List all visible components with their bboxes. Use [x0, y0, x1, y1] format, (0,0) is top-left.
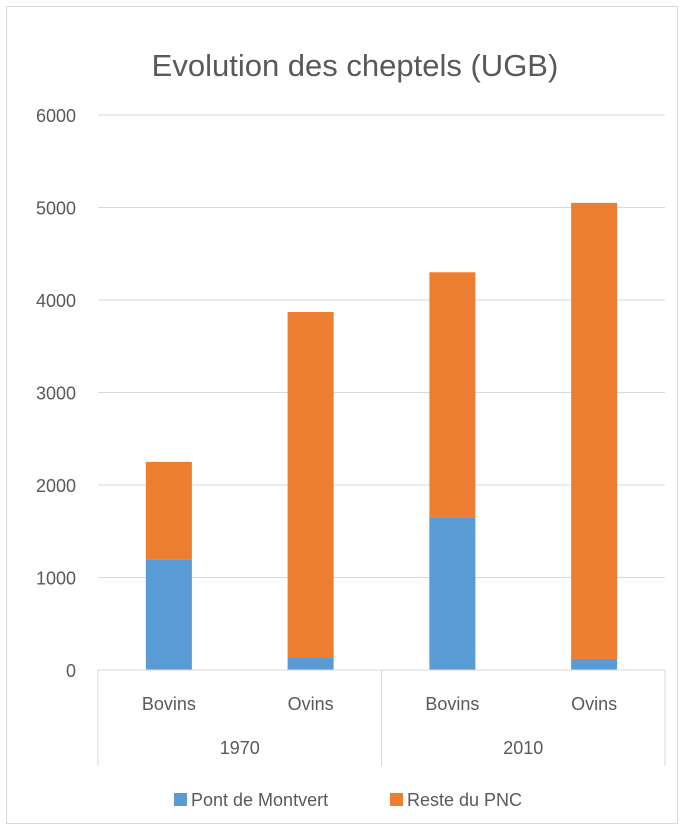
y-tick-label: 2000	[36, 476, 76, 496]
bar-segment-reste-du-pnc	[429, 272, 476, 518]
bars	[145, 202, 618, 670]
y-tick-label: 1000	[36, 569, 76, 589]
chart-title: Evolution des cheptels (UGB)	[152, 48, 559, 83]
x-category-label: Bovins	[142, 694, 196, 714]
x-group-label: 1970	[220, 738, 260, 758]
bar-segment-pont-de-montvert	[145, 559, 192, 670]
bar-segment-reste-du-pnc	[571, 202, 618, 659]
bar-segment-reste-du-pnc	[145, 461, 192, 560]
y-axis-tick-labels: 0 1000 2000 3000 4000 5000 6000	[36, 106, 76, 681]
bar-segment-pont-de-montvert	[287, 657, 334, 670]
bar-segment-reste-du-pnc	[287, 312, 334, 658]
x-group-label: 2010	[503, 738, 543, 758]
bar-segment-pont-de-montvert	[571, 658, 618, 670]
bar-segment-pont-de-montvert	[429, 517, 476, 670]
legend: Pont de Montvert Reste du PNC	[174, 790, 522, 810]
y-tick-label: 6000	[36, 106, 76, 126]
legend-label: Pont de Montvert	[191, 790, 328, 810]
y-tick-label: 4000	[36, 291, 76, 311]
x-category-label: Ovins	[571, 694, 617, 714]
legend-swatch	[390, 793, 403, 806]
legend-label: Reste du PNC	[407, 790, 522, 810]
y-tick-label: 0	[66, 661, 76, 681]
chart-frame	[6, 6, 678, 824]
y-tick-label: 5000	[36, 199, 76, 219]
x-axis: Bovins Ovins 1970 Bovins Ovins 2010	[97, 669, 666, 766]
x-category-label: Ovins	[288, 694, 334, 714]
legend-swatch	[174, 793, 187, 806]
y-tick-label: 3000	[36, 384, 76, 404]
x-category-label: Bovins	[425, 694, 479, 714]
